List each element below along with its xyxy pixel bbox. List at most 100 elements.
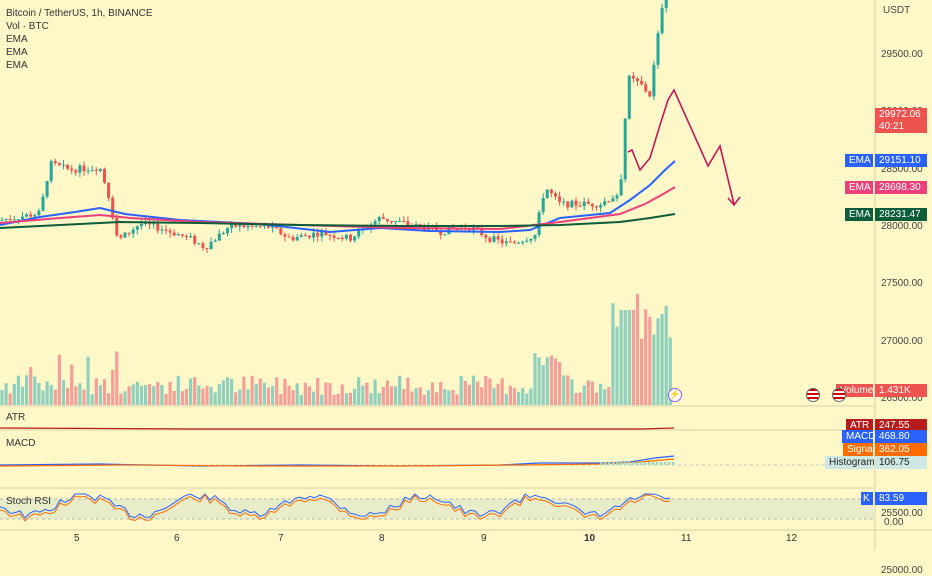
volume-bar — [209, 386, 213, 405]
candle-body — [533, 234, 537, 239]
volume-bar — [558, 362, 562, 405]
candle-body — [521, 241, 525, 243]
candle-body — [98, 168, 102, 171]
volume-bar — [447, 390, 451, 405]
price-tick-label: 25500.00 — [881, 507, 923, 519]
candle-body — [320, 231, 324, 237]
volume-bar — [271, 386, 275, 405]
volume-bar — [623, 310, 627, 405]
candle-body — [213, 240, 217, 242]
time-tick-label: 5 — [74, 533, 80, 544]
time-tick-label: 9 — [481, 533, 487, 544]
volume-bar — [578, 392, 582, 405]
volume-bar — [607, 387, 611, 405]
candle-body — [70, 168, 74, 171]
volume-bar — [517, 392, 521, 405]
lightning-icon[interactable]: ⚡ — [668, 388, 682, 402]
atr-value-tag: 247.55 — [875, 419, 927, 432]
candle-body — [357, 230, 361, 237]
macd-pane-title[interactable]: MACD — [6, 438, 36, 449]
volume-bar — [508, 385, 512, 405]
ema-lines — [0, 160, 676, 234]
volume-bar — [82, 389, 86, 405]
candle-body — [611, 198, 615, 202]
symbol-title[interactable]: Bitcoin / TetherUS, 1h, BINANCE — [6, 8, 153, 19]
candle-body — [631, 75, 635, 79]
volume-bar — [172, 390, 176, 405]
candle-body — [197, 243, 201, 245]
time-tick-label: 6 — [174, 533, 180, 544]
volume-bar — [213, 392, 217, 405]
candle-body — [381, 217, 385, 219]
volume-bar — [398, 375, 402, 405]
price-tick-label: 28000.00 — [881, 221, 923, 232]
time-tick-label: 7 — [278, 533, 284, 544]
price-chart-canvas[interactable] — [0, 0, 932, 550]
volume-bar — [221, 380, 225, 405]
currency-label[interactable]: USDT — [883, 5, 911, 16]
volume-bar — [471, 375, 476, 405]
chart-legend: Bitcoin / TetherUS, 1h, BINANCE Vol · BT… — [6, 7, 153, 72]
candle-body — [275, 225, 279, 229]
candle-body — [287, 236, 291, 238]
volume-bar — [316, 378, 320, 405]
volume-bar — [41, 390, 45, 405]
atr-pane-title[interactable]: ATR — [6, 412, 26, 423]
histogram-bar — [668, 462, 671, 465]
candle-body — [226, 228, 229, 234]
candle-body — [644, 84, 648, 92]
ema-legend-2[interactable]: EMA — [6, 47, 28, 58]
candle-body — [570, 200, 574, 208]
candle-body — [4, 219, 8, 221]
volume-bar — [426, 390, 430, 405]
candle-body — [16, 219, 20, 221]
volume-bar — [582, 385, 586, 405]
candle-body — [258, 225, 262, 227]
ema-legend-3[interactable]: EMA — [6, 60, 28, 71]
candle-body — [656, 33, 660, 65]
volume-bar — [594, 392, 599, 405]
candle-body — [390, 221, 393, 223]
volume-bar — [4, 383, 8, 405]
volume-bar — [37, 382, 41, 405]
volume-legend[interactable]: Vol · BTC — [6, 21, 49, 32]
countdown-tag: 40:21 — [875, 120, 927, 133]
volume-bar — [631, 310, 635, 405]
volume-bar — [66, 387, 70, 405]
candle-body — [209, 241, 213, 250]
volume-bar — [500, 378, 504, 405]
stoch-rsi-pane-title[interactable]: Stoch RSI — [6, 496, 52, 507]
volume-bar — [205, 385, 209, 405]
volume-bar — [98, 385, 102, 405]
volume-bar — [156, 381, 160, 405]
ema-legend-1[interactable]: EMA — [6, 34, 28, 45]
candle-body — [648, 91, 652, 97]
histogram-bar — [624, 462, 627, 465]
volume-bar — [389, 386, 394, 405]
candle-body — [127, 232, 131, 234]
candle-body — [590, 203, 594, 207]
volume-bar — [328, 383, 332, 405]
candle-body — [201, 243, 205, 249]
candle-body — [271, 225, 275, 228]
candle-body — [406, 221, 410, 226]
volume-bar — [254, 383, 258, 405]
candle-body — [316, 232, 320, 237]
candle-body — [500, 239, 504, 244]
us-flag-icon[interactable] — [806, 388, 820, 402]
volume-bar — [549, 355, 553, 405]
candle-body — [308, 235, 311, 238]
candle-body — [541, 197, 545, 213]
candle-body — [603, 201, 607, 206]
us-flag-icon[interactable] — [832, 388, 846, 402]
candle-body — [623, 118, 627, 180]
candle-body — [164, 229, 168, 231]
candle-body — [595, 206, 598, 208]
histogram-bar — [620, 462, 623, 465]
volume-bar — [20, 386, 25, 405]
volume-bar — [8, 393, 12, 405]
volume-bar — [262, 382, 266, 405]
ema-mid-line — [0, 186, 676, 231]
volume-bar — [484, 376, 488, 405]
